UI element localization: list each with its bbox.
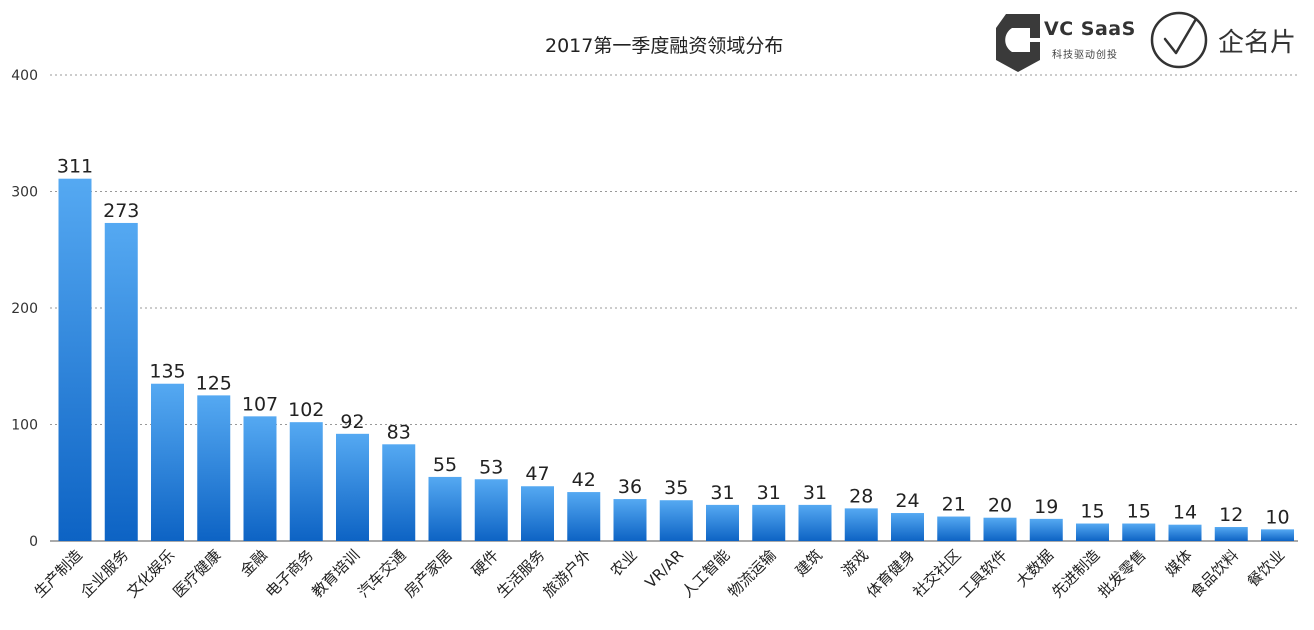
data-label: 35	[664, 477, 688, 499]
bar	[151, 383, 184, 541]
bar	[937, 516, 971, 541]
data-label: 12	[1219, 504, 1243, 526]
x-tick-label: 大数据	[1013, 546, 1058, 591]
x-tick-label: VR/AR	[642, 546, 688, 592]
bar	[243, 416, 277, 541]
data-label: 42	[572, 469, 596, 491]
bar	[474, 479, 508, 541]
data-label: 125	[196, 372, 232, 394]
x-tick-label: 食品饮料	[1187, 546, 1242, 601]
bar	[567, 492, 601, 541]
y-tick-label: 100	[11, 418, 38, 434]
data-label: 36	[618, 476, 642, 498]
bar	[706, 504, 739, 541]
bar	[1122, 523, 1156, 541]
y-tick-label: 400	[11, 68, 38, 84]
chart-title: 2017第一季度融资领域分布	[545, 35, 784, 57]
data-label: 10	[1265, 506, 1289, 528]
vc-saas-name: VC SaaS	[1044, 18, 1136, 40]
x-tick-label: 人工智能	[678, 546, 733, 601]
x-tick-label: 企业服务	[77, 546, 132, 601]
x-tick-label: 物流运输	[724, 546, 779, 601]
data-label: 19	[1034, 496, 1058, 518]
data-label: 53	[479, 456, 503, 478]
qimingpian-logo-icon	[1150, 11, 1208, 69]
data-label: 31	[710, 482, 734, 504]
bar	[521, 486, 554, 541]
bar	[1214, 527, 1248, 541]
bar	[289, 422, 323, 541]
data-label: 135	[149, 361, 185, 383]
data-label: 47	[525, 463, 549, 485]
y-tick-label: 300	[11, 185, 38, 201]
x-tick-label: 建筑	[792, 546, 826, 580]
bar	[1029, 518, 1063, 541]
logo-area: VC SaaS 科技驱动创投 企名片	[992, 8, 1308, 72]
data-label: 273	[103, 200, 139, 222]
x-tick-label: 房产家居	[401, 546, 456, 601]
x-tick-label: 生活服务	[493, 546, 548, 601]
x-tick-label: 社交社区	[909, 546, 964, 601]
data-label: 92	[340, 411, 364, 433]
data-label: 15	[1080, 501, 1104, 523]
x-tick-label: 生产制造	[31, 546, 86, 601]
bar	[1261, 529, 1294, 541]
bar	[1076, 523, 1109, 541]
data-label: 31	[757, 482, 781, 504]
x-tick-label: 汽车交通	[354, 546, 409, 601]
data-label: 31	[803, 482, 827, 504]
x-tick-label: 工具软件	[956, 546, 1011, 601]
bar	[983, 517, 1017, 541]
x-tick-label: 医疗健康	[169, 546, 224, 601]
data-label: 28	[849, 485, 873, 507]
vc-saas-tagline: 科技驱动创投	[1052, 50, 1118, 61]
y-tick-label: 200	[11, 301, 38, 317]
data-label: 14	[1173, 502, 1197, 524]
x-tick-label: 批发零售	[1094, 546, 1149, 601]
bar	[197, 395, 231, 541]
qimingpian-name: 企名片	[1218, 28, 1297, 58]
bar	[844, 508, 878, 541]
bar	[1168, 524, 1202, 541]
y-tick-label: 0	[29, 534, 38, 550]
x-tick-label: 金融	[237, 546, 271, 580]
x-tick-label: 硬件	[468, 546, 502, 580]
bar	[613, 499, 647, 541]
bar	[104, 222, 138, 541]
data-label: 20	[988, 495, 1012, 517]
data-label: 21	[942, 494, 966, 516]
x-tick-label: 电子商务	[262, 546, 317, 601]
bar	[382, 444, 416, 541]
bar	[798, 504, 832, 541]
bar	[58, 178, 92, 541]
bar	[659, 500, 693, 541]
data-label: 15	[1127, 501, 1151, 523]
x-tick-label: 农业	[607, 546, 641, 580]
bar	[752, 504, 786, 541]
data-label: 311	[57, 156, 93, 178]
x-tick-label: 文化娱乐	[123, 546, 178, 601]
data-label: 107	[242, 393, 278, 415]
bar	[891, 513, 924, 541]
bar	[336, 433, 369, 541]
vc-saas-logo-icon	[996, 14, 1040, 72]
x-tick-label: 游戏	[838, 546, 872, 580]
x-tick-label: 体育健身	[863, 546, 918, 601]
data-label: 55	[433, 454, 457, 476]
x-tick-label: 媒体	[1162, 546, 1196, 580]
data-label: 24	[895, 490, 919, 512]
x-tick-label: 餐饮业	[1244, 546, 1289, 591]
x-tick-label: 先进制造	[1048, 546, 1103, 601]
x-tick-label: 旅游户外	[539, 546, 594, 601]
x-tick-label: 教育培训	[308, 546, 363, 601]
data-label: 83	[387, 421, 411, 443]
bar	[428, 476, 462, 541]
data-label: 102	[288, 399, 324, 421]
